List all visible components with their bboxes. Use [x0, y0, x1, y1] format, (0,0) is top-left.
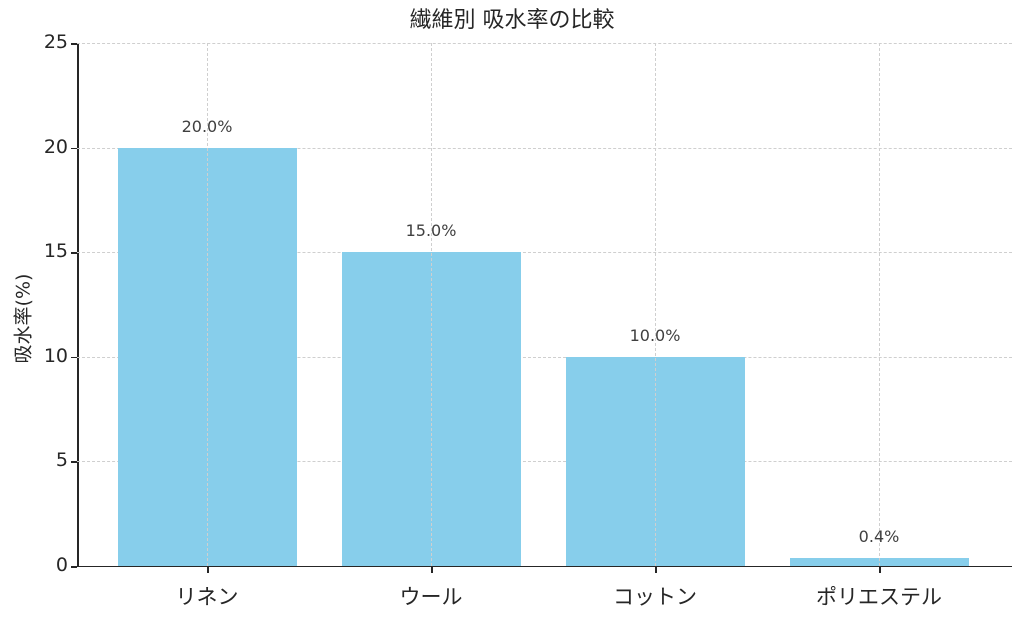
x-tick-label: リネン: [175, 585, 239, 609]
h-gridline: [77, 461, 1012, 463]
y-tick: [71, 461, 77, 463]
x-tick: [879, 567, 881, 573]
y-tick: [71, 356, 77, 359]
x-tick: [655, 567, 657, 573]
y-tick-label: 15: [43, 240, 68, 263]
y-tick: [71, 566, 77, 568]
h-gridline: [77, 43, 1012, 44]
y-tick-label: 0: [55, 554, 68, 576]
y-tick-label: 10: [43, 344, 68, 367]
v-gridline: [879, 43, 880, 566]
v-gridline: [655, 43, 656, 566]
bar-value-label: 20.0%: [181, 116, 233, 136]
h-gridline: [77, 147, 1012, 149]
chart-title: 繊維別 吸水率の比較: [409, 8, 615, 33]
x-tick: [431, 567, 433, 573]
x-tick-label: ウール: [399, 585, 463, 609]
y-tick: [71, 252, 77, 254]
bar-value-label: 15.0%: [405, 221, 457, 241]
y-tick-label: 20: [43, 135, 68, 158]
bar-value-label: 0.4%: [858, 526, 900, 546]
bar-value-label: 10.0%: [629, 325, 681, 345]
y-tick-label: 25: [43, 31, 68, 53]
y-tick: [71, 147, 77, 150]
x-tick-label: コットン: [613, 585, 697, 609]
x-axis-line: [77, 565, 1012, 567]
x-tick: [207, 567, 209, 573]
v-gridline: [431, 43, 432, 566]
h-gridline: [77, 356, 1012, 358]
y-tick-label: 5: [55, 449, 68, 472]
v-gridline: [207, 43, 208, 566]
y-tick: [71, 43, 77, 45]
y-axis-line: [77, 43, 79, 566]
plot-area: 20.0% リネン 15.0% ウール 10.0% コットン 0.4% ポリエステル: [71, 43, 1012, 609]
x-tick-label: ポリエステル: [816, 585, 942, 609]
h-gridline: [77, 252, 1012, 254]
